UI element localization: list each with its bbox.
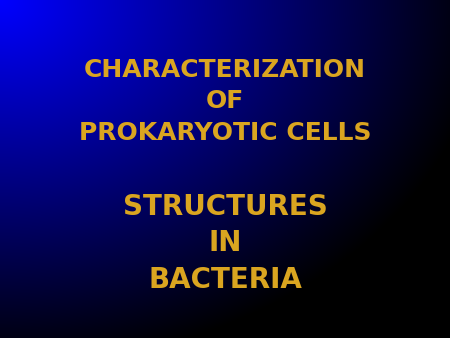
Text: STRUCTURES
IN
BACTERIA: STRUCTURES IN BACTERIA [122, 193, 328, 294]
Text: CHARACTERIZATION
OF
PROKARYOTIC CELLS: CHARACTERIZATION OF PROKARYOTIC CELLS [79, 58, 371, 145]
